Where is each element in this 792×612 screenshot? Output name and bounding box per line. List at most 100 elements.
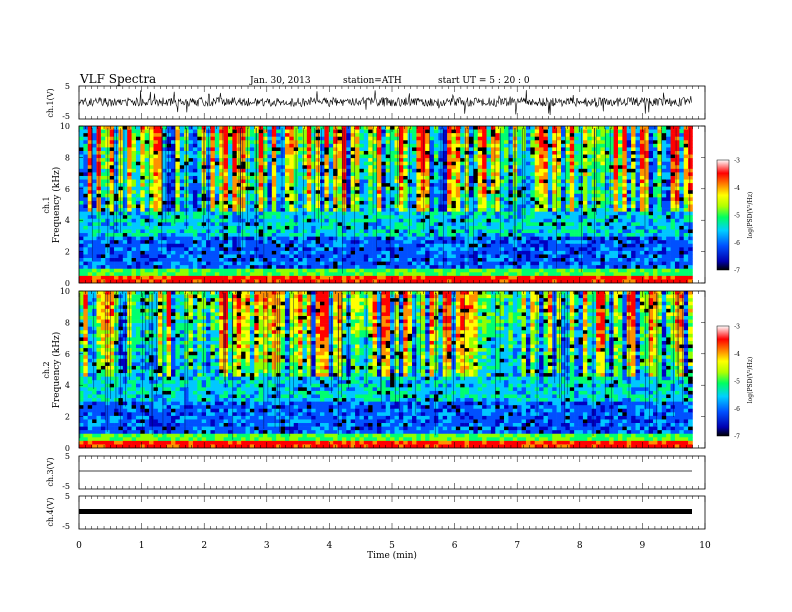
spectrogram-cell: [223, 258, 229, 262]
spectrogram-cell: [280, 161, 286, 166]
spectrogram-cell: [350, 268, 356, 273]
spectrogram-cell: [543, 279, 549, 284]
spectrogram-cell: [131, 186, 137, 191]
spectrogram-cell: [363, 179, 369, 184]
spectrogram-cell: [192, 243, 198, 248]
spectrogram-cell: [359, 158, 365, 162]
spectrogram-cell: [433, 161, 439, 166]
spectrogram-cell: [302, 268, 308, 273]
spectrogram-cell: [486, 200, 492, 205]
spectrogram-cell: [473, 250, 479, 255]
spectrogram-cell: [171, 279, 176, 284]
spectrogram-cell: [153, 211, 159, 216]
spectrogram-cell: [337, 200, 343, 205]
spectrogram-cell: [210, 265, 216, 270]
spectrogram-cell: [530, 254, 536, 259]
spectrogram-cell: [355, 158, 360, 162]
spectrogram-cell: [306, 172, 312, 177]
spectrogram-cell: [210, 218, 216, 223]
spectrogram-cell: [372, 133, 378, 138]
spectrogram-cell: [241, 186, 246, 191]
spectrogram-cell: [451, 279, 457, 284]
spectrogram-cell: [206, 279, 211, 284]
spectrogram-cell: [490, 261, 496, 266]
spectrogram-cell: [451, 247, 457, 252]
spectrogram-cell: [302, 200, 308, 205]
spectrogram-cell: [315, 168, 321, 173]
spectrogram-cell: [350, 154, 356, 159]
spectrogram-cell: [131, 258, 137, 262]
spectrogram-cell: [412, 204, 417, 209]
spectrogram-cell: [271, 279, 277, 284]
spectrogram-cell: [79, 172, 84, 177]
spectrogram-cell: [197, 165, 202, 170]
spectrogram-cell: [162, 183, 167, 187]
spectrogram-cell: [236, 265, 242, 270]
spectrogram-cell: [311, 186, 316, 191]
spectrogram-cell: [92, 136, 97, 141]
spectrogram-cell: [490, 225, 496, 230]
spectrogram-cell: [227, 254, 233, 259]
spectrogram-cell: [460, 215, 465, 220]
spectrogram-cell: [473, 154, 479, 159]
spectrogram-cell: [372, 211, 378, 216]
spectrogram-cell: [495, 211, 500, 216]
spectrogram-cell: [473, 268, 479, 273]
spectrogram-cell: [451, 222, 457, 227]
spectrogram-cell: [153, 175, 159, 180]
spectrogram-cell: [490, 129, 496, 134]
start-time-label: start UT = 5 : 20 : 0: [438, 76, 530, 86]
spectrogram-cell: [171, 165, 176, 170]
spectrogram-cell: [346, 204, 351, 209]
spectrogram-cell: [333, 154, 338, 159]
spectrogram-cell: [381, 140, 387, 145]
spectrogram-cell: [149, 200, 154, 205]
spectrogram-cell: [276, 247, 281, 252]
spectrogram-cell: [372, 229, 378, 234]
spectrogram-cell: [469, 179, 474, 184]
spectrogram-cell: [525, 136, 531, 141]
spectrogram-cell: [306, 275, 312, 280]
spectrogram-cell: [122, 126, 128, 130]
spectrogram-cell: [407, 175, 413, 180]
spectrogram-cell: [245, 172, 251, 177]
spectrogram-cell: [372, 225, 378, 230]
spectrogram-cell: [271, 136, 277, 141]
spectrogram-cell: [534, 258, 540, 262]
spectrogram-cell: [543, 147, 549, 152]
spectrogram-cell: [197, 215, 202, 220]
spectrogram-cell: [333, 204, 338, 209]
spectrogram-cell: [263, 250, 268, 255]
spectrogram-cell: [289, 265, 295, 270]
spectrogram-cell: [298, 211, 303, 216]
spectrogram-cell: [372, 168, 378, 173]
spectrogram-cell: [425, 175, 430, 180]
spectrogram-cell: [223, 200, 229, 205]
spectrogram-cell: [258, 165, 264, 170]
spectrogram-cell: [227, 147, 233, 152]
spectrogram-cell: [298, 265, 303, 270]
spectrogram-cell: [175, 183, 181, 187]
spectrogram-cell: [473, 218, 479, 223]
spectrogram-cell: [219, 218, 224, 223]
spectrogram-cell: [337, 140, 343, 145]
spectrogram-cell: [482, 129, 487, 134]
spectrogram-cell: [298, 140, 303, 145]
spectrogram-cell: [140, 154, 146, 159]
spectrogram-cell: [517, 193, 522, 198]
spectrogram-cell: [219, 161, 224, 166]
spectrogram-cell: [153, 261, 159, 266]
spectrogram-cell: [92, 129, 97, 134]
spectrogram-cell: [249, 229, 255, 234]
spectrogram-cell: [118, 279, 124, 284]
spectrogram-cell: [350, 218, 356, 223]
spectrogram-cell: [442, 236, 448, 241]
spectrogram-cell: [210, 190, 216, 195]
spectrogram-cell: [162, 265, 167, 270]
spectrogram-cell: [293, 250, 299, 255]
spectrogram-cell: [469, 200, 474, 205]
spectrogram-cell: [227, 215, 233, 220]
spectrogram-cell: [157, 250, 163, 255]
spectrogram-cell: [157, 233, 163, 237]
spectrogram-cell: [109, 190, 115, 195]
